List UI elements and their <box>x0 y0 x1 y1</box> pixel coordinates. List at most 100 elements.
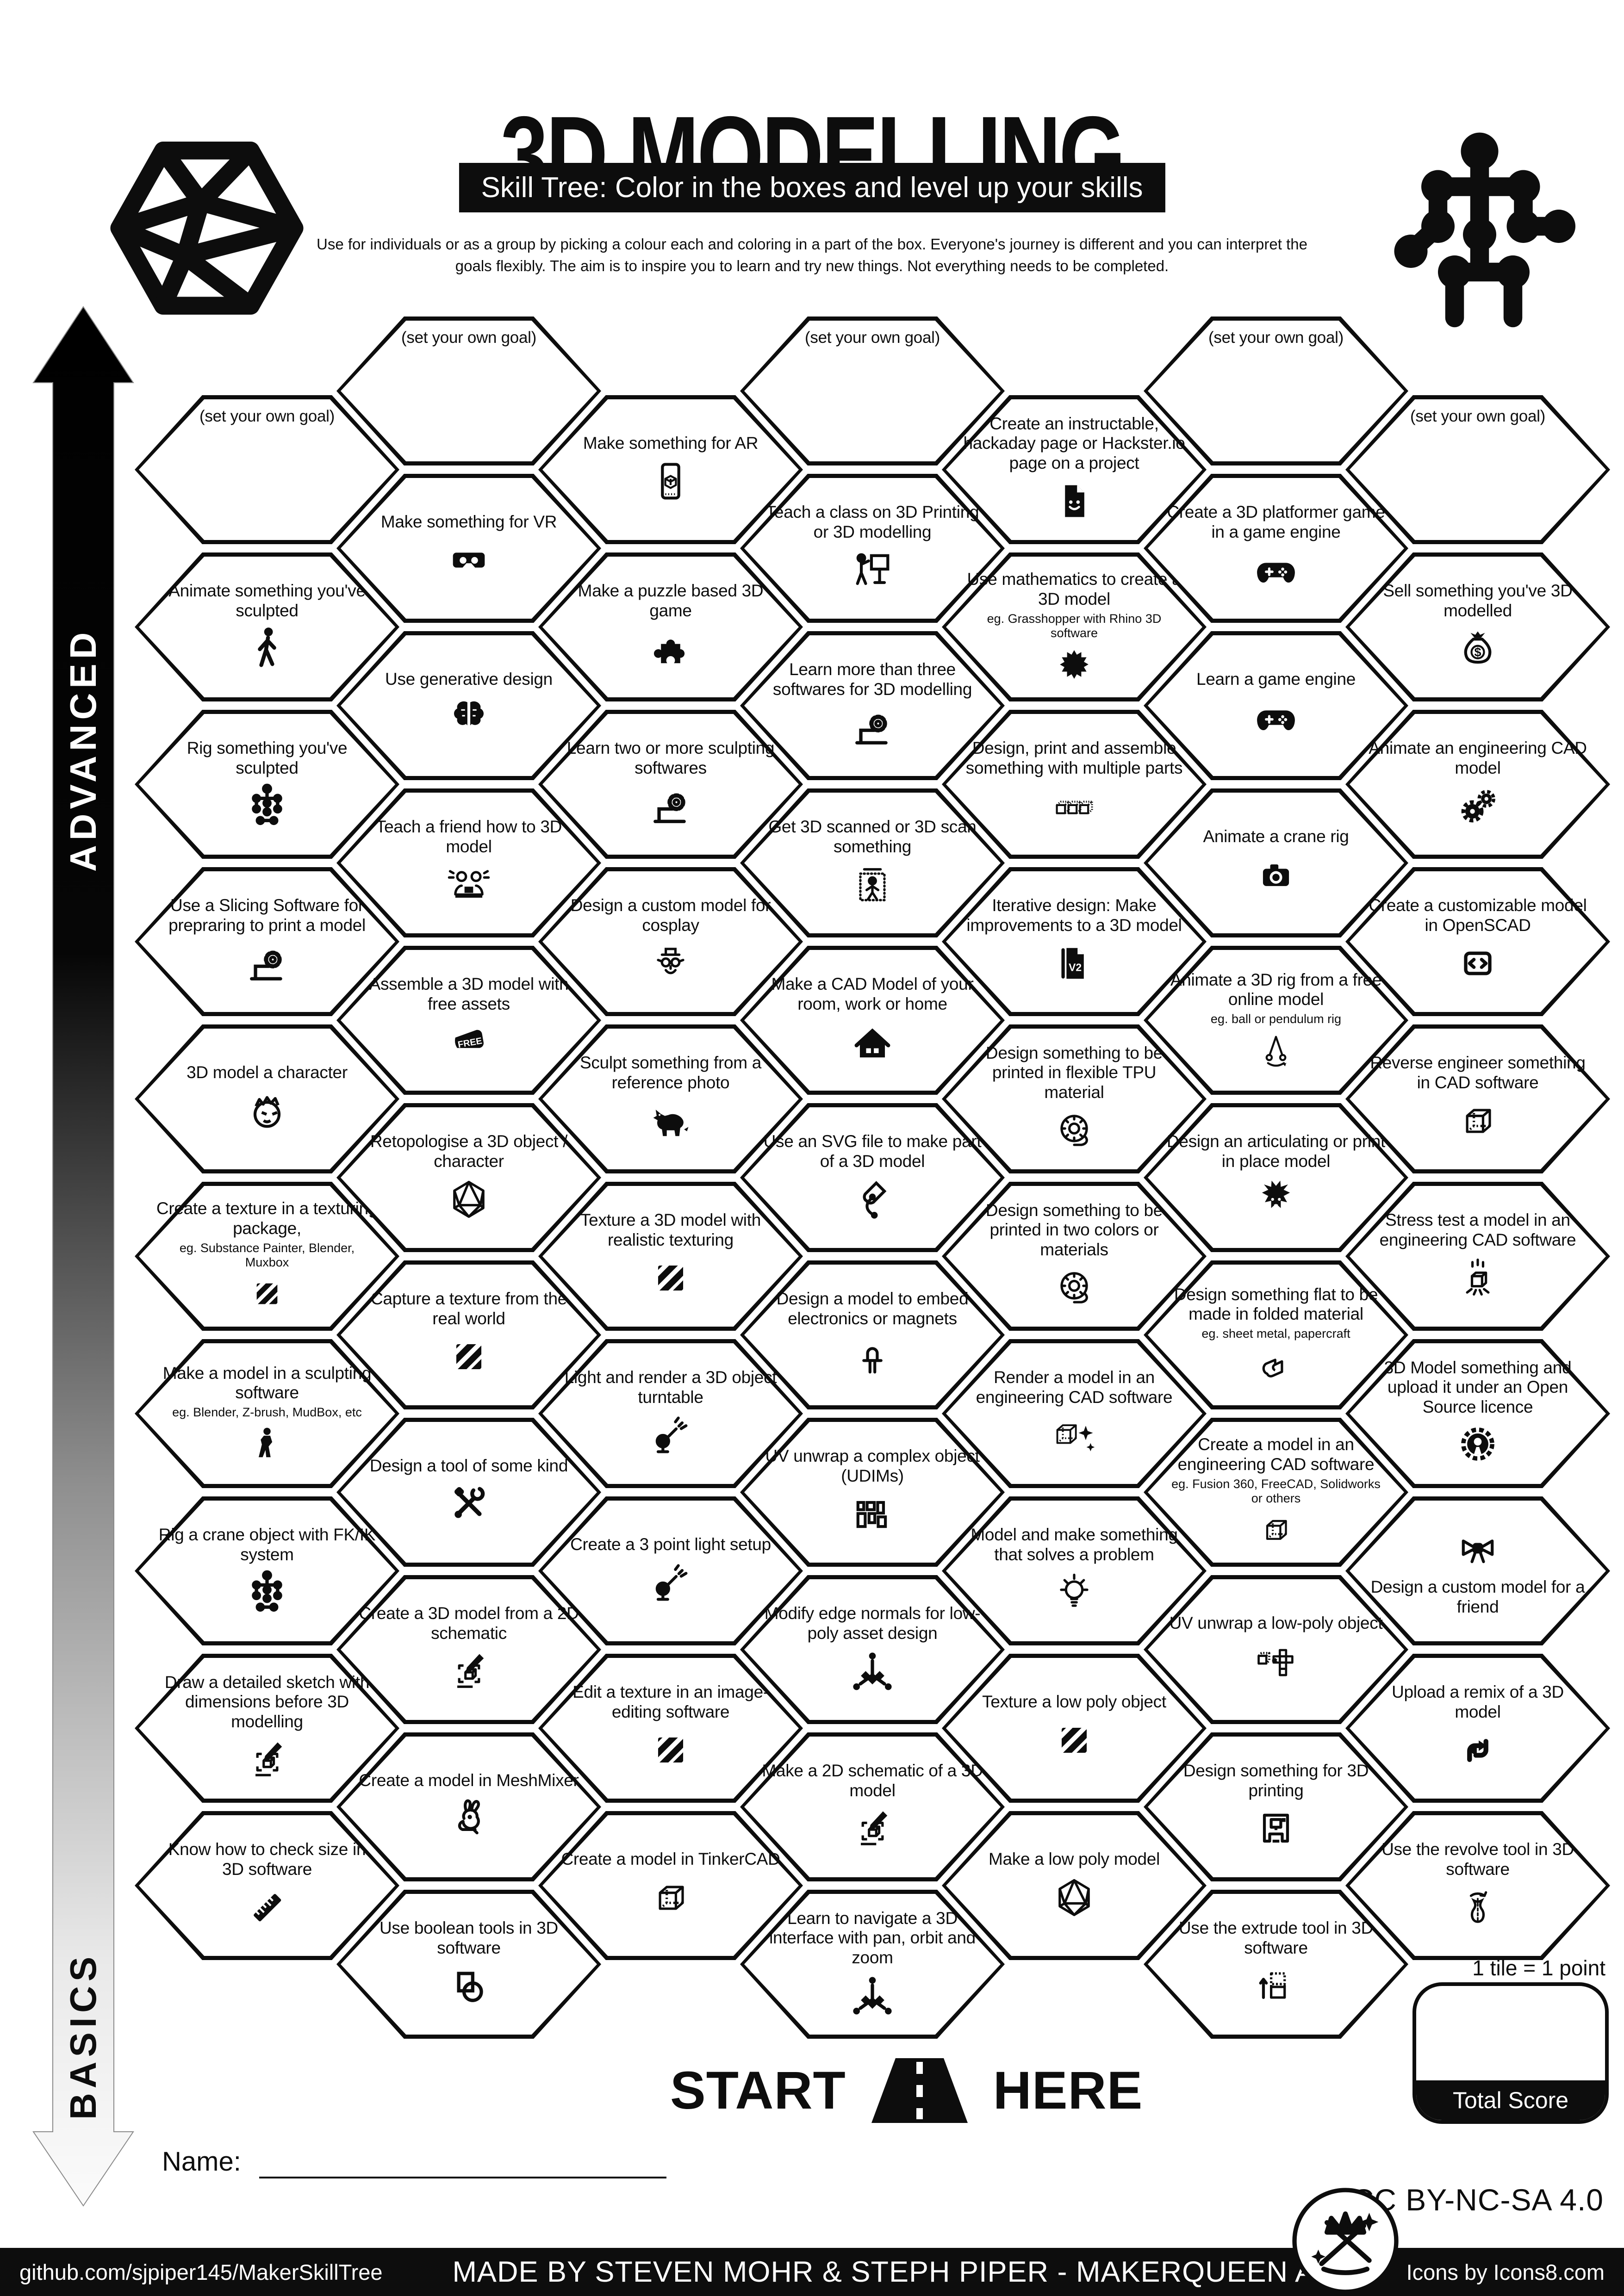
hex-label: Capture a texture from the real world <box>370 1289 567 1328</box>
hex-tile[interactable]: Edit a texture in an image-editing softw… <box>538 1654 803 1803</box>
hex-tile[interactable]: Make a CAD Model of your room, work or h… <box>740 946 1005 1095</box>
hex-tile[interactable]: Sell something you've 3D modelled <box>1345 552 1610 701</box>
hex-tile[interactable]: Use an SVG file to make part of a 3D mod… <box>740 1103 1005 1252</box>
hex-label: Design something to be printed in two co… <box>985 1200 1163 1259</box>
hex-tile[interactable]: UV unwrap a low-poly object <box>1144 1575 1408 1724</box>
hex-tile[interactable]: Animate a 3D rig from a free online mode… <box>1144 946 1408 1095</box>
hex-tile[interactable]: Design a tool of some kind <box>336 1418 601 1567</box>
hex-tile[interactable]: Texture a 3D model with realistic textur… <box>538 1182 803 1331</box>
hex-tile[interactable]: Model and make something that solves a p… <box>942 1496 1207 1645</box>
led-icon <box>848 1333 896 1381</box>
name-input-line[interactable] <box>259 2177 666 2178</box>
hex-tile[interactable]: UV unwrap a complex object (UDIMs) <box>740 1418 1005 1567</box>
hex-tile[interactable]: Animate a crane rig <box>1144 788 1408 937</box>
hex-tile[interactable]: Learn two or more sculpting softwares <box>538 710 803 859</box>
hex-tile[interactable]: Learn to navigate a 3D interface with pa… <box>740 1890 1005 2039</box>
hex-tile[interactable]: Retopologise a 3D object / character <box>336 1103 601 1252</box>
hex-tile[interactable]: Make a 2D schematic of a 3D model <box>740 1732 1005 1881</box>
hex-tile[interactable]: Capture a texture from the real world <box>336 1260 601 1409</box>
hex-tile[interactable]: Draw a detailed sketch with dimensions b… <box>135 1654 399 1803</box>
hex-label: Use the revolve tool in 3D software <box>1381 1839 1574 1879</box>
hex-tile[interactable]: Make something for AR <box>538 395 803 544</box>
hex-tile[interactable]: Design something to be printed in two co… <box>942 1182 1207 1331</box>
hex-tile[interactable]: Upload a remix of a 3D model <box>1345 1654 1610 1803</box>
hex-tile[interactable]: Create a model in TinkerCAD <box>538 1811 803 1960</box>
hex-tile-goal[interactable]: (set your own goal) <box>1144 316 1408 465</box>
hex-tile[interactable]: Rig something you've sculpted <box>135 710 399 859</box>
hex-tile[interactable]: Stress test a model in an engineering CA… <box>1345 1182 1610 1331</box>
hex-tile[interactable]: Create an instructable, hackaday page or… <box>942 395 1207 544</box>
hex-tile[interactable]: Use the extrude tool in 3D software <box>1144 1890 1408 2039</box>
hex-label: Design something for 3D printing <box>1183 1761 1369 1800</box>
hex-tile[interactable]: Design an articulating or print in place… <box>1144 1103 1408 1252</box>
hex-tile[interactable]: Create a customizable model in OpenSCAD <box>1345 867 1610 1016</box>
hex-tile[interactable]: Animate an engineering CAD model <box>1345 710 1610 859</box>
hex-tile[interactable]: 3D model a character <box>135 1024 399 1173</box>
total-score-box[interactable]: Total Score <box>1412 1982 1609 2124</box>
hex-label: Assemble a 3D model with free assets <box>369 974 569 1013</box>
hex-tile[interactable]: Rig a crane object with FK/IK system <box>135 1496 399 1645</box>
hex-tile-goal[interactable]: (set your own goal) <box>135 395 399 544</box>
hex-tile[interactable]: Animate something you've sculpted <box>135 552 399 701</box>
hex-tile[interactable]: Design a custom model for cosplay <box>538 867 803 1016</box>
hex-tile[interactable]: Create a 3D model from a 2D schematic <box>336 1575 601 1724</box>
hex-label: Teach a class on 3D Printing or 3D model… <box>765 502 979 541</box>
hex-tile[interactable]: Texture a low poly object <box>942 1654 1207 1803</box>
footer-repo-link[interactable]: github.com/sjpiper145/MakerSkillTree <box>19 2259 383 2284</box>
hex-tile[interactable]: Design a custom model for a friend <box>1345 1496 1610 1645</box>
hex-tile[interactable]: Sculpt something from a reference photo <box>538 1024 803 1173</box>
hex-tile[interactable]: Use a Slicing Software for prepraring to… <box>135 867 399 1016</box>
hex-tile[interactable]: Render a model in an engineering CAD sof… <box>942 1339 1207 1488</box>
hex-tile-goal[interactable]: (set your own goal) <box>740 316 1005 465</box>
hex-tile[interactable]: Design, print and assemble something wit… <box>942 710 1207 859</box>
hex-label: Learn to navigate a 3D interface with pa… <box>769 1908 976 1967</box>
hex-tile[interactable]: Make a puzzle based 3D game <box>538 552 803 701</box>
hex-tile[interactable]: Make a low poly model <box>942 1811 1207 1960</box>
footer-icons-credit[interactable]: Icons by Icons8.com <box>1406 2259 1605 2284</box>
hex-label: 3D Model something and upload it under a… <box>1384 1358 1572 1416</box>
hex-tile[interactable]: Use generative design <box>336 631 601 780</box>
filament-spool-icon <box>1050 1264 1098 1312</box>
hex-tile[interactable]: Design something flat to be made in fold… <box>1144 1260 1408 1409</box>
rig-armature-icon <box>243 782 291 830</box>
laptop-gear-icon <box>243 939 291 987</box>
hex-label: Sell something you've 3D modelled <box>1383 581 1573 620</box>
hex-label: Learn two or more sculpting softwares <box>566 738 775 777</box>
hex-tile[interactable]: Create a model in MeshMixer <box>336 1732 601 1881</box>
hex-tile[interactable]: Know how to check size in 3D software <box>135 1811 399 1960</box>
hex-tile[interactable]: Learn a game engine <box>1144 631 1408 780</box>
vase-revolve-icon <box>1454 1883 1502 1931</box>
hex-tile[interactable]: Light and render a 3D object turntable <box>538 1339 803 1488</box>
hex-tile[interactable]: Design a model to embed electronics or m… <box>740 1260 1005 1409</box>
hex-tile[interactable]: Make something for VR <box>336 474 601 623</box>
hex-tile[interactable]: Create a model in an engineering CAD sof… <box>1144 1418 1408 1567</box>
hex-tile[interactable]: Use boolean tools in 3D software <box>336 1890 601 2039</box>
hex-tile[interactable]: Use mathematics to create a 3D model eg. … <box>942 552 1207 701</box>
extrude-cube-icon <box>1252 1962 1300 2010</box>
hex-tile[interactable]: Create a texture in a texturing package,… <box>135 1182 399 1331</box>
boolean-shapes-icon <box>445 1962 493 2010</box>
hex-label: Light and render a 3D object turntable <box>564 1367 777 1407</box>
doc-smiley-icon <box>1050 477 1098 525</box>
hex-tile[interactable]: Create a 3 point light setup <box>538 1496 803 1645</box>
hex-tile[interactable]: Teach a class on 3D Printing or 3D model… <box>740 474 1005 623</box>
hex-tile[interactable]: Design something for 3D printing <box>1144 1732 1408 1881</box>
hex-tile[interactable]: Teach a friend how to 3D model <box>336 788 601 937</box>
hex-tile-goal[interactable]: (set your own goal) <box>336 316 601 465</box>
hex-tile[interactable]: Iterative design: Make improvements to a… <box>942 867 1207 1016</box>
hex-tile[interactable]: Modify edge normals for low-poly asset d… <box>740 1575 1005 1724</box>
hex-label: Design a custom model for cosplay <box>570 895 771 935</box>
money-bag-icon <box>1454 625 1502 673</box>
hex-tile[interactable]: Get 3D scanned or 3D scan something <box>740 788 1005 937</box>
hex-tile[interactable]: Create a 3D platformer game in a game en… <box>1144 474 1408 623</box>
start-here-marker: START HERE <box>670 2054 1143 2128</box>
hex-tile[interactable]: Use the revolve tool in 3D software <box>1345 1811 1610 1960</box>
hex-tile[interactable]: Assemble a 3D model with free assets <box>336 946 601 1095</box>
hex-tile-goal[interactable]: (set your own goal) <box>1345 395 1610 544</box>
hex-tile[interactable]: Learn more than three softwares for 3D m… <box>740 631 1005 780</box>
hex-tile[interactable]: Design something to be printed in flexib… <box>942 1024 1207 1173</box>
hex-tile[interactable]: Reverse engineer something in CAD softwa… <box>1345 1024 1610 1173</box>
hex-tile[interactable]: Make a model in a sculpting software eg. … <box>135 1339 399 1488</box>
hex-tile[interactable]: 3D Model something and upload it under a… <box>1345 1339 1610 1488</box>
